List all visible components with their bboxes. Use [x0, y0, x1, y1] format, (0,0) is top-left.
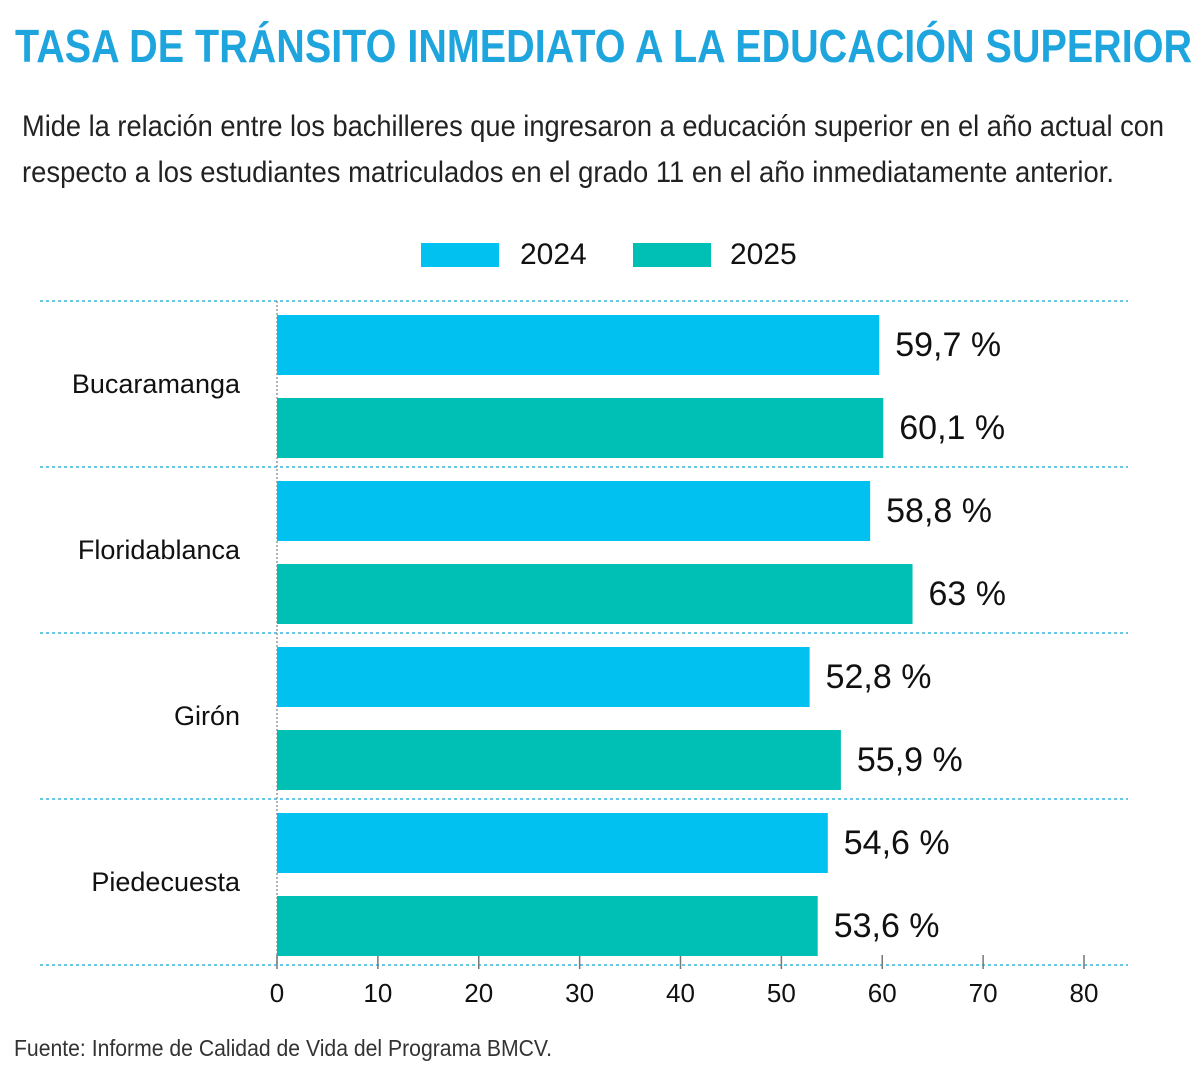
value-label: 54,6 % — [844, 824, 950, 862]
subtitle: respecto a los estudiantes matriculados … — [22, 156, 1114, 189]
x-tick-label: 0 — [270, 978, 284, 1008]
subtitle: Mide la relación entre los bachilleres q… — [22, 110, 1164, 143]
category-label: Floridablanca — [78, 535, 241, 565]
x-tick-label: 50 — [767, 978, 796, 1008]
x-tick-label: 10 — [363, 978, 392, 1008]
legend-swatch — [421, 243, 499, 267]
value-label: 63 % — [929, 575, 1007, 613]
bar — [277, 896, 818, 956]
x-tick-label: 30 — [565, 978, 594, 1008]
legend-label: 2024 — [520, 238, 587, 271]
category-label: Piedecuesta — [91, 867, 241, 897]
bar — [277, 730, 841, 790]
value-label: 55,9 % — [857, 741, 963, 779]
x-tick-label: 20 — [464, 978, 493, 1008]
source: Fuente: Informe de Calidad de Vida del P… — [14, 1035, 552, 1061]
value-label: 59,7 % — [895, 326, 1001, 364]
legend-label: 2025 — [730, 238, 797, 271]
chart-title: TASA DE TRÁNSITO INMEDIATO A LA EDUCACIÓ… — [15, 20, 1192, 72]
value-label: 53,6 % — [834, 907, 940, 945]
bar — [277, 398, 884, 458]
bar — [277, 813, 828, 873]
value-label: 60,1 % — [899, 409, 1005, 447]
value-label: 58,8 % — [886, 492, 992, 530]
x-tick-label: 40 — [666, 978, 695, 1008]
legend-swatch — [633, 243, 711, 267]
x-tick-label: 80 — [1070, 978, 1099, 1008]
bar — [277, 647, 810, 707]
x-tick-label: 60 — [868, 978, 897, 1008]
value-label: 52,8 % — [826, 658, 932, 696]
category-label: Girón — [174, 701, 240, 731]
bar — [277, 315, 880, 375]
bar — [277, 564, 913, 624]
bar — [277, 481, 871, 541]
x-tick-label: 70 — [969, 978, 998, 1008]
category-label: Bucaramanga — [72, 369, 241, 399]
